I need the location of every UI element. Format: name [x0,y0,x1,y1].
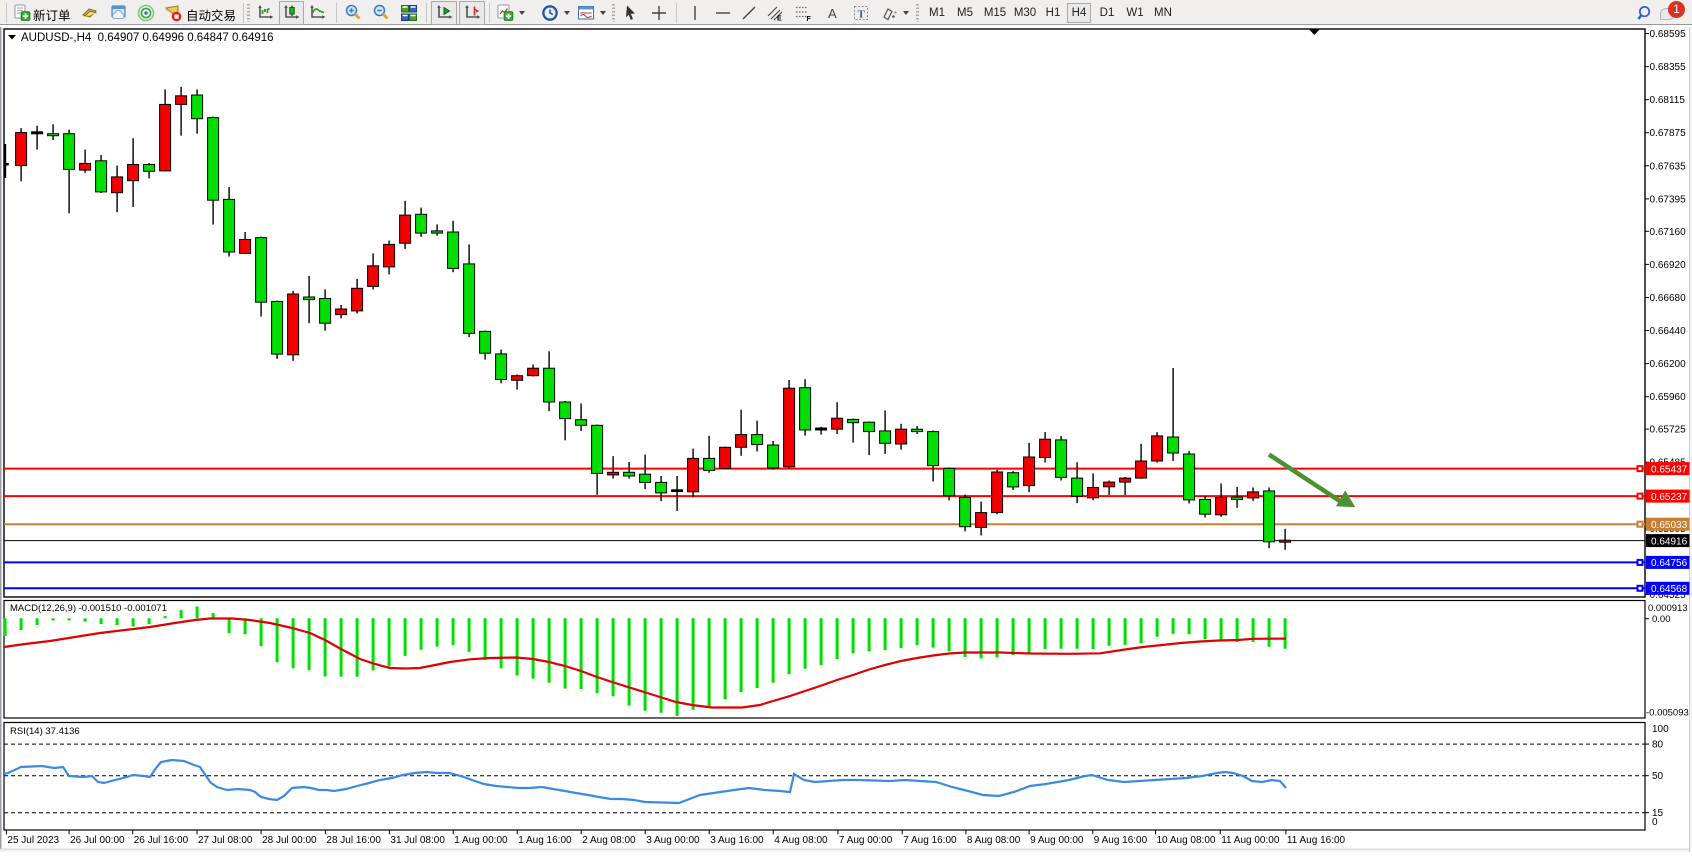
svg-text:9 Aug 00:00: 9 Aug 00:00 [1030,835,1084,846]
svg-text:0.68115: 0.68115 [1650,95,1686,106]
svg-text:28 Jul 00:00: 28 Jul 00:00 [262,835,317,846]
svg-text:AUDUSD-,H4 0.64907 0.64996 0.: AUDUSD-,H4 0.64907 0.64996 0.64847 0.649… [21,32,274,44]
svg-text:7 Aug 00:00: 7 Aug 00:00 [839,835,893,846]
svg-text:0.65033: 0.65033 [1651,520,1688,531]
svg-text:15: 15 [1652,808,1664,819]
svg-text:0.64525: 0.64525 [1650,590,1687,601]
svg-text:7 Aug 16:00: 7 Aug 16:00 [903,835,957,846]
svg-text:T: T [858,9,866,21]
svg-text:0.00: 0.00 [1652,614,1671,625]
svg-text:0.64756: 0.64756 [1651,558,1688,569]
svg-text:0.65437: 0.65437 [1651,464,1688,475]
svg-text:0.67160: 0.67160 [1650,227,1687,238]
svg-text:0.68355: 0.68355 [1650,62,1687,73]
svg-text:50: 50 [1652,771,1664,782]
svg-text:2 Aug 08:00: 2 Aug 08:00 [582,835,636,846]
svg-text:9 Aug 16:00: 9 Aug 16:00 [1094,835,1148,846]
svg-text:0.66920: 0.66920 [1650,260,1687,271]
svg-text:F: F [807,16,812,22]
svg-text:0.64568: 0.64568 [1651,584,1688,595]
svg-text:28 Jul 16:00: 28 Jul 16:00 [326,835,381,846]
svg-text:8 Aug 08:00: 8 Aug 08:00 [967,835,1021,846]
svg-text:-0.005093: -0.005093 [1646,708,1689,719]
svg-text:3 Aug 16:00: 3 Aug 16:00 [710,835,764,846]
svg-text:A: A [828,6,837,21]
svg-text:0.65237: 0.65237 [1651,492,1688,503]
svg-text:26 Jul 16:00: 26 Jul 16:00 [134,835,189,846]
svg-text:0.65725: 0.65725 [1650,425,1687,436]
svg-text:0.67395: 0.67395 [1650,194,1687,205]
svg-text:0.000913: 0.000913 [1648,603,1688,614]
svg-text:E: E [777,16,782,23]
svg-text:3 Aug 00:00: 3 Aug 00:00 [646,835,700,846]
svg-text:10 Aug 08:00: 10 Aug 08:00 [1157,835,1216,846]
svg-text:0.65960: 0.65960 [1650,392,1687,403]
svg-text:MACD(12,26,9) -0.001510 -0.001: MACD(12,26,9) -0.001510 -0.001071 [10,603,167,614]
svg-text:0.67875: 0.67875 [1650,128,1687,139]
svg-text:100: 100 [1652,724,1669,735]
svg-text:25 Jul 2023: 25 Jul 2023 [7,835,59,846]
svg-text:RSI(14) 37.4136: RSI(14) 37.4136 [10,726,80,737]
svg-text:80: 80 [1652,740,1664,751]
svg-text:0.68595: 0.68595 [1650,29,1687,40]
svg-text:0: 0 [1652,817,1658,828]
svg-text:11 Aug 16:00: 11 Aug 16:00 [1287,835,1346,846]
svg-text:4 Aug 08:00: 4 Aug 08:00 [774,835,828,846]
svg-text:27 Jul 08:00: 27 Jul 08:00 [198,835,253,846]
svg-text:0.67635: 0.67635 [1650,161,1687,172]
svg-text:26 Jul 00:00: 26 Jul 00:00 [70,835,125,846]
svg-text:1 Aug 00:00: 1 Aug 00:00 [454,835,508,846]
svg-text:0.66680: 0.66680 [1650,293,1687,304]
svg-text:0.66200: 0.66200 [1650,359,1687,370]
svg-text:31 Jul 08:00: 31 Jul 08:00 [390,835,445,846]
svg-text:0.66440: 0.66440 [1650,326,1687,337]
svg-text:11 Aug 00:00: 11 Aug 00:00 [1221,835,1280,846]
svg-text:0.64916: 0.64916 [1651,536,1688,547]
svg-text:1 Aug 16:00: 1 Aug 16:00 [518,835,572,846]
